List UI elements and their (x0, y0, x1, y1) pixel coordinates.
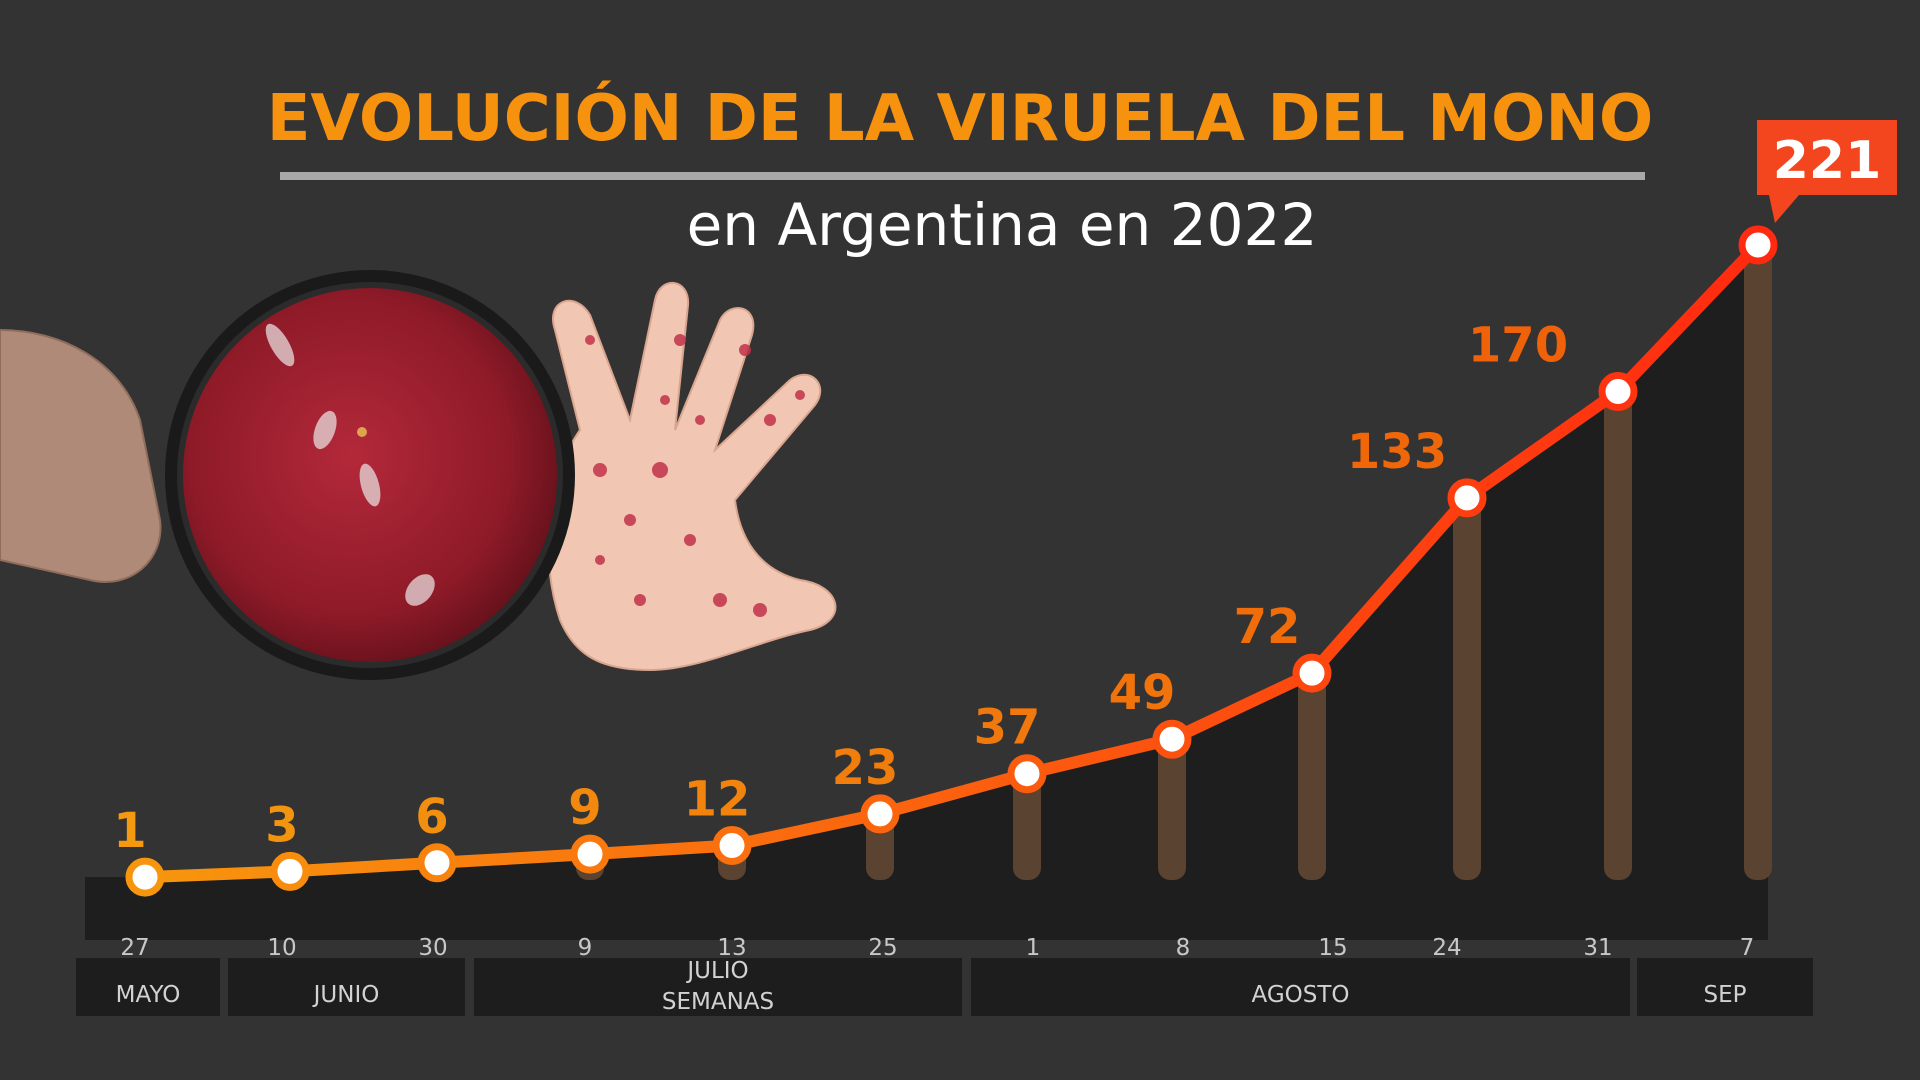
data-label: 23 (832, 740, 899, 796)
data-point (1152, 719, 1192, 759)
data-labels-layer: 1 3 6 9 12 23 37 49 72 133 170 221 (113, 120, 1897, 859)
month-label: SEP (1703, 982, 1746, 1008)
x-tick-label: 8 (1176, 935, 1191, 961)
month-band (474, 958, 962, 1016)
x-axis-ticks-layer: 27 10 30 9 13 25 1 8 15 24 31 7 (120, 935, 1754, 961)
points-layer (125, 225, 1778, 897)
x-tick-label: 9 (578, 935, 593, 961)
data-label: 72 (1234, 599, 1301, 655)
bar (1453, 497, 1481, 880)
data-point (712, 826, 752, 866)
data-label: 170 (1468, 318, 1568, 374)
x-tick-label: 15 (1318, 935, 1347, 961)
chart-title: EVOLUCIÓN DE LA VIRUELA DEL MONO (267, 80, 1654, 156)
data-label: 12 (684, 772, 751, 828)
area-layer (85, 245, 1768, 940)
month-band (1637, 958, 1813, 1016)
magnifier-image (0, 270, 575, 680)
data-point (1447, 478, 1487, 518)
month-label: JUNIO (312, 982, 380, 1008)
data-label: 6 (415, 789, 448, 845)
month-label: JULIO (685, 958, 748, 984)
data-point (417, 843, 457, 883)
area-fill (85, 245, 1768, 940)
chart-subtitle: en Argentina en 2022 (687, 191, 1318, 259)
data-label: 37 (974, 700, 1041, 756)
last-value-box (1757, 120, 1897, 195)
data-label: 1 (113, 803, 146, 859)
x-tick-label: 31 (1583, 935, 1612, 961)
data-label: 221 (1773, 131, 1882, 191)
month-bands-layer: MAYO JUNIO JULIO SEMANAS AGOSTO SEP (76, 958, 1813, 1016)
x-axis-label: SEMANAS (662, 989, 774, 1015)
month-band (971, 958, 1630, 1016)
month-band (76, 958, 220, 1016)
data-label: 49 (1109, 665, 1176, 721)
data-point (1007, 754, 1047, 794)
month-band (228, 958, 465, 1016)
data-point (1598, 372, 1638, 412)
data-point (125, 857, 165, 897)
x-tick-label: 27 (120, 935, 149, 961)
x-tick-label: 25 (868, 935, 897, 961)
last-value-pointer (1769, 195, 1799, 223)
bar (1298, 673, 1326, 880)
data-point (570, 834, 610, 874)
series-line (139, 239, 1764, 884)
x-tick-label: 10 (267, 935, 296, 961)
bar (1158, 739, 1186, 880)
x-tick-label: 24 (1432, 935, 1461, 961)
data-point (860, 794, 900, 834)
x-tick-label: 7 (1740, 935, 1755, 961)
data-label: 9 (568, 780, 601, 836)
hand-image (547, 282, 837, 672)
data-label: 133 (1347, 424, 1447, 480)
data-label: 3 (265, 797, 298, 853)
data-point (1738, 225, 1778, 265)
x-tick-label: 13 (717, 935, 746, 961)
data-point (1292, 653, 1332, 693)
x-tick-label: 30 (418, 935, 447, 961)
data-point (270, 851, 310, 891)
bar (1013, 773, 1041, 880)
line-layer (139, 239, 1764, 884)
bar (1604, 391, 1632, 880)
bar (1744, 245, 1772, 880)
bars-layer (131, 245, 1772, 880)
magnifier-hand-illustration (0, 270, 837, 680)
x-tick-label: 1 (1026, 935, 1041, 961)
month-label: AGOSTO (1251, 982, 1349, 1008)
month-label: MAYO (116, 982, 181, 1008)
